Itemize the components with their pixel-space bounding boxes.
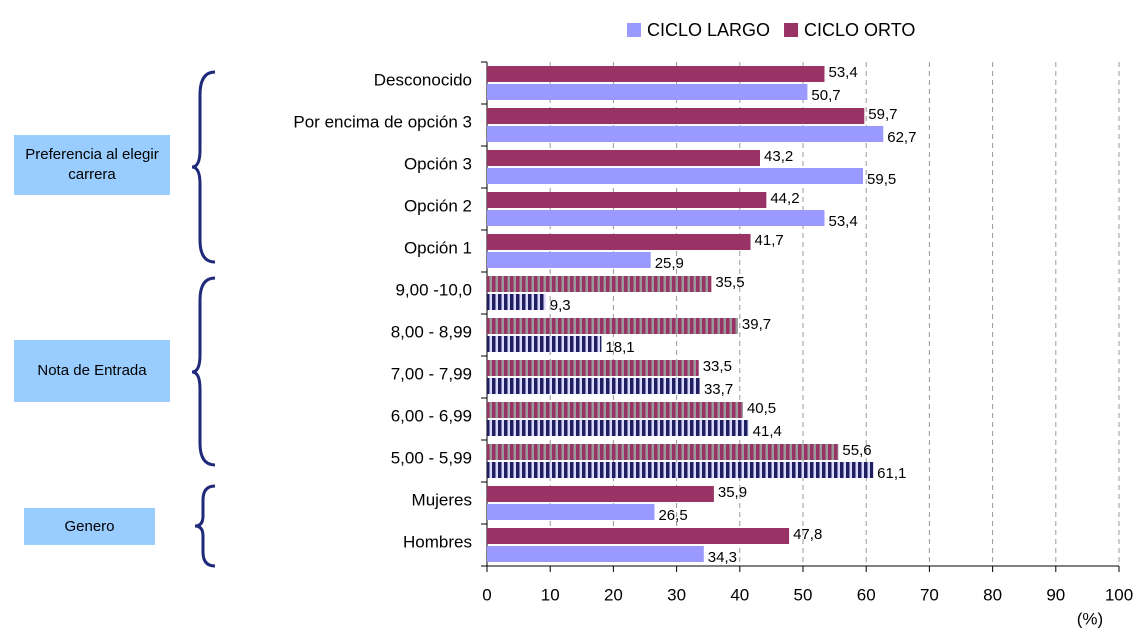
data-label: 33,5 <box>703 358 732 375</box>
data-label: 35,9 <box>718 484 747 501</box>
group-label: Preferencia al elegir carrera <box>14 135 170 195</box>
legend-swatch <box>627 23 641 37</box>
bar <box>487 294 546 310</box>
legend-label: CICLO LARGO <box>647 20 770 40</box>
data-label: 40,5 <box>747 400 776 417</box>
data-label: 18,1 <box>605 339 634 356</box>
y-tick-label: Desconocido <box>374 70 472 89</box>
bar <box>487 108 865 124</box>
y-tick-label: 9,00 -10,0 <box>395 280 472 299</box>
data-label: 47,8 <box>793 526 822 543</box>
legend-swatch <box>784 23 799 37</box>
data-label: 53,4 <box>828 213 857 230</box>
bar <box>487 192 767 208</box>
y-tick-label: 7,00 - 7,99 <box>391 364 472 383</box>
data-label: 26,5 <box>658 507 687 524</box>
bar <box>487 276 712 292</box>
legend-label: CICLO ORTO <box>804 20 915 40</box>
x-tick-label: 0 <box>482 585 491 604</box>
y-tick-label: Opción 2 <box>404 196 472 215</box>
bar <box>487 486 714 502</box>
data-label: 53,4 <box>828 64 857 81</box>
x-tick-label: 10 <box>541 585 560 604</box>
data-label: 35,5 <box>715 274 744 291</box>
bar <box>487 528 790 544</box>
bar <box>487 234 751 250</box>
x-tick-label: 80 <box>983 585 1002 604</box>
brace <box>191 276 216 467</box>
data-label: 41,4 <box>753 423 782 440</box>
bar <box>487 420 749 436</box>
x-tick-label: 50 <box>794 585 813 604</box>
group-label: Nota de Entrada <box>14 340 170 402</box>
bar <box>487 66 825 82</box>
data-label: 59,7 <box>868 106 897 123</box>
data-label: 33,7 <box>704 381 733 398</box>
y-tick-label: Mujeres <box>412 490 472 509</box>
x-unit-label: (%) <box>1077 609 1103 628</box>
x-tick-label: 30 <box>667 585 686 604</box>
bar <box>487 150 761 166</box>
y-tick-label: 5,00 - 5,99 <box>391 448 472 467</box>
y-tick-label: Opción 3 <box>404 154 472 173</box>
x-tick-label: 70 <box>920 585 939 604</box>
data-label: 34,3 <box>708 549 737 566</box>
bar <box>487 360 699 376</box>
bar <box>487 546 704 562</box>
data-label: 44,2 <box>770 190 799 207</box>
x-tick-label: 100 <box>1105 585 1133 604</box>
data-label: 55,6 <box>842 442 871 459</box>
x-tick-label: 20 <box>604 585 623 604</box>
data-label: 9,3 <box>550 297 571 314</box>
data-label: 43,2 <box>764 148 793 165</box>
bar <box>487 210 825 226</box>
y-tick-label: Opción 1 <box>404 238 472 257</box>
bar <box>487 252 651 268</box>
x-tick-label: 90 <box>1046 585 1065 604</box>
y-tick-label: Hombres <box>403 532 472 551</box>
data-label: 25,9 <box>655 255 684 272</box>
data-label: 59,5 <box>867 171 896 188</box>
data-label: 39,7 <box>742 316 771 333</box>
y-tick-label: 8,00 - 8,99 <box>391 322 472 341</box>
data-label: 61,1 <box>877 465 906 482</box>
data-label: 41,7 <box>755 232 784 249</box>
bar <box>487 126 884 142</box>
bar <box>487 378 700 394</box>
bar <box>487 84 808 100</box>
bar <box>487 336 602 352</box>
bar <box>487 504 655 520</box>
bar <box>487 402 743 418</box>
brace <box>194 484 216 568</box>
y-tick-label: 6,00 - 6,99 <box>391 406 472 425</box>
data-label: 62,7 <box>887 129 916 146</box>
group-label: Genero <box>24 508 155 545</box>
data-label: 50,7 <box>811 87 840 104</box>
bar <box>487 318 738 334</box>
y-tick-label: Por encima de opción 3 <box>293 112 472 131</box>
bar <box>487 168 864 184</box>
bar <box>487 462 874 478</box>
bar <box>487 444 839 460</box>
x-tick-label: 60 <box>857 585 876 604</box>
brace <box>191 70 216 264</box>
x-tick-label: 40 <box>730 585 749 604</box>
